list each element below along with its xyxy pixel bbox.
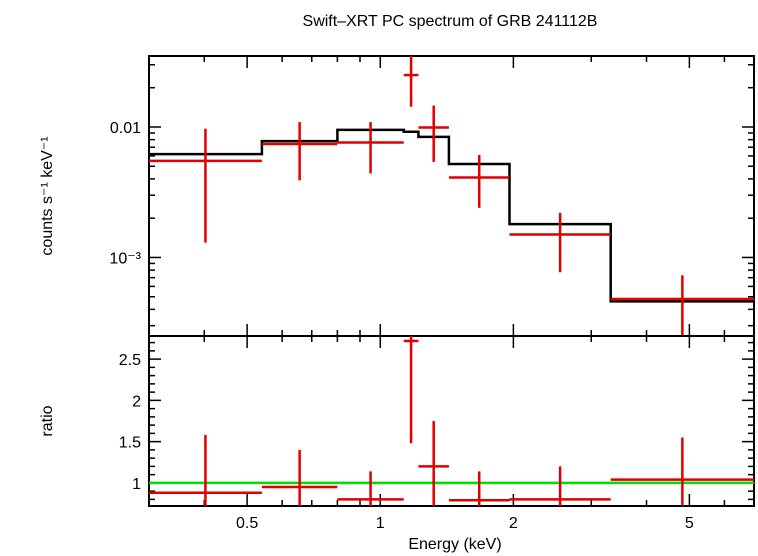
spectrum-y-tick-label: 10⁻³: [109, 250, 141, 267]
spectrum-data-point: [610, 275, 754, 336]
spectrum-data-point: [261, 122, 338, 181]
model-step-path: [149, 128, 754, 303]
ratio-panel: 1 1.5 2 2.5 0.5 1 2 5 ratio Energy (keV): [39, 335, 755, 553]
ratio-data-point: [403, 336, 419, 444]
ratio-data-point: [610, 437, 754, 506]
ratio-panel-frame: [148, 335, 755, 507]
ratio-y-tick-label: 2: [132, 393, 141, 410]
spectrum-y-axis-label: counts s⁻¹ keV⁻¹: [39, 136, 56, 255]
ratio-data-point: [337, 471, 404, 506]
model-step-line: [149, 128, 754, 303]
ratio-y-tick-label: 2.5: [119, 352, 141, 369]
ratio-data-point: [261, 449, 338, 506]
spectrum-data-point: [149, 128, 262, 243]
spectrum-data-point: [509, 212, 611, 273]
ratio-data-point: [418, 421, 449, 506]
ratio-ticks: [149, 336, 754, 506]
ratio-data-points: [149, 336, 754, 506]
ratio-data-point: [448, 471, 510, 506]
x-axis-label: Energy (keV): [408, 536, 501, 553]
spectrum-data-points: [149, 56, 754, 336]
x-tick-label: 0.5: [236, 515, 258, 532]
chart-title: Swift–XRT PC spectrum of GRB 241112B: [303, 13, 598, 30]
x-tick-label: 2: [509, 515, 518, 532]
spectrum-panel-frame: [148, 55, 755, 337]
ratio-tick-labels: 1 1.5 2 2.5 0.5 1 2 5: [119, 352, 694, 532]
x-tick-label: 1: [376, 515, 385, 532]
spectrum-ticks: [149, 56, 754, 336]
ratio-y-tick-label: 1.5: [119, 435, 141, 452]
spectrum-data-point: [337, 122, 404, 174]
ratio-y-tick-label: 1: [132, 476, 141, 493]
spectrum-y-tick-label: 0.01: [110, 120, 141, 137]
x-tick-label: 5: [685, 515, 694, 532]
spectrum-data-point: [403, 56, 419, 107]
ratio-data-point: [149, 435, 262, 506]
spectrum-data-point: [418, 105, 449, 162]
ratio-y-axis-label: ratio: [39, 405, 56, 436]
spectrum-data-point: [448, 154, 510, 208]
spectrum-panel: 0.01 10⁻³ counts s⁻¹ keV⁻¹: [39, 55, 755, 337]
ratio-data-point: [509, 466, 611, 506]
spectrum-tick-labels: 0.01 10⁻³: [109, 120, 141, 267]
